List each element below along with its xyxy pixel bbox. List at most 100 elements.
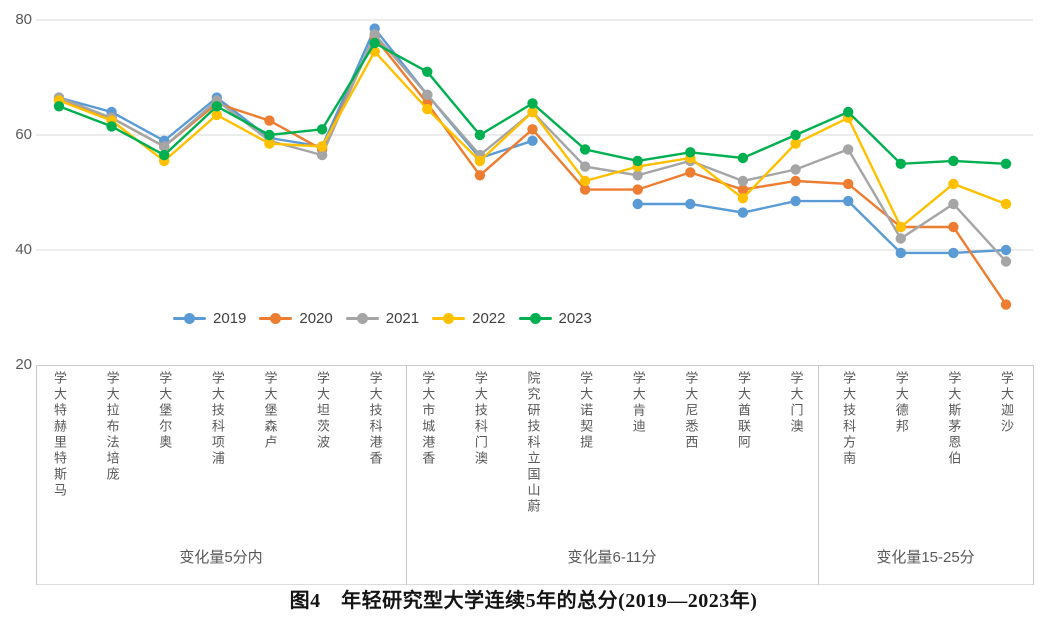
data-point-2020-14 [790,175,801,187]
data-point-2019-14 [790,195,801,207]
x-label-邦德大学: 学大德邦 [893,371,909,435]
data-point-2023-13 [737,152,749,164]
table-divider-group1-group2 [406,365,407,585]
data-point-2020-10 [579,184,591,195]
data-point-2021-15 [843,144,854,155]
x-label-香港科技大学: 学大技科港香 [367,371,383,467]
data-point-2022-13 [737,193,749,204]
legend-marker-icon [259,313,293,324]
legend-marker-icon [518,313,552,324]
x-label-提契诺大学: 学大诺契提 [578,371,594,451]
data-point-2022-7 [422,103,433,115]
data-point-2021-6 [369,29,380,40]
data-point-2021-13 [737,175,749,187]
legend-item-2020: 2020 [259,310,333,327]
x-label-卢森堡大学: 学大堡森卢 [262,371,278,451]
data-point-2021-16 [895,233,906,244]
data-point-2023-6 [369,37,380,49]
x-label-马斯特里赫特大学: 学大特赫里特斯马 [52,371,67,499]
data-point-2021-7 [422,89,433,101]
data-point-2023-17 [948,155,959,167]
data-point-2022-8 [474,155,486,167]
data-point-2023-15 [843,106,854,118]
x-label-南方科技大学: 学大技科方南 [841,371,857,467]
legend-label: 2023 [558,310,592,327]
legend-label: 2019 [213,310,247,327]
x-label-迪肯大学: 学大肯迪 [630,371,646,435]
data-point-2021-17 [948,198,959,210]
x-label-阿联酋大学: 学大酋联阿 [735,371,751,451]
data-point-2019-18 [1000,244,1012,256]
data-point-2019-11 [632,198,643,210]
figure-caption: 图4 年轻研究型大学连续5年的总分(2019—2023年) [289,590,758,612]
x-label-西悉尼大学: 学大尼悉西 [683,371,699,451]
legend-label: 2021 [385,310,420,327]
legend-marker-icon [173,313,206,324]
data-point-2021-14 [790,164,801,175]
legend-item-2022: 2022 [432,310,506,327]
table-divider-right [1033,365,1034,585]
group-band-label-3: 变化量15-25分 [876,549,975,566]
data-point-2022-18 [1000,198,1012,210]
data-point-2023-16 [895,158,906,169]
x-label-澳门科技大学: 学大技科门澳 [472,371,488,467]
x-label-浦项科技大学: 学大技科项浦 [209,371,225,467]
data-point-2020-9 [527,124,538,135]
data-point-2023-10 [579,144,591,155]
data-point-2022-14 [790,138,801,149]
table-top-border [36,365,1033,366]
data-point-2021-5 [316,149,328,161]
data-point-2023-0 [53,101,65,112]
data-point-2023-12 [685,147,696,158]
data-point-2020-12 [685,167,696,178]
data-point-2023-8 [474,129,486,141]
data-point-2022-3 [211,109,222,121]
legend-marker-icon [345,313,379,324]
data-point-2021-10 [579,161,591,172]
x-label-庞培法布拉大学: 学大拉布法培庞 [104,371,120,483]
y-axis-tick-40: 40 [15,241,32,258]
x-label-澳门大学: 学大门澳 [788,371,804,435]
x-label-波茨坦大学: 学大坦茨波 [315,371,331,451]
data-point-2019-17 [948,247,959,259]
data-point-2023-5 [316,124,328,135]
data-point-2020-4 [264,115,275,126]
data-point-2021-11 [632,170,643,181]
data-point-2020-18 [1000,299,1012,310]
data-point-2022-9 [527,106,538,118]
x-label-沙迦大学: 学大迦沙 [999,371,1014,435]
data-point-2022-16 [895,221,906,233]
legend-marker-icon [432,313,466,324]
x-label-伯恩茅斯大学: 学大斯茅恩伯 [946,371,962,467]
data-point-2019-15 [843,195,854,207]
legend-item-2019: 2019 [173,310,246,327]
legend-label: 2022 [472,310,506,327]
data-point-2019-12 [685,198,696,210]
table-bottom-border [36,584,1033,585]
data-point-2020-17 [948,221,959,233]
data-point-2022-5 [316,141,328,152]
data-point-2023-1 [106,121,117,132]
chart-legend: 2019 2020 2021 2022 2023 [173,310,592,327]
y-axis-tick-80: 80 [15,11,32,28]
data-point-2023-18 [1000,158,1012,169]
legend-label: 2020 [299,310,333,327]
data-point-2023-14 [790,129,801,141]
data-point-2020-13 [737,184,749,195]
table-divider-left [36,365,37,585]
data-point-2019-9 [527,135,538,146]
data-point-2019-16 [895,247,906,259]
legend-item-2021: 2021 [345,310,420,327]
data-point-2020-11 [632,184,643,195]
x-label-蔚山国立科技研究院: 院究研技科立国山蔚 [525,371,541,515]
data-point-2020-15 [843,178,854,190]
y-axis-tick-60: 60 [15,126,32,143]
data-point-2023-2 [159,149,170,161]
data-point-2020-8 [474,170,486,181]
data-point-2023-4 [264,129,275,141]
data-point-2022-4 [264,138,275,149]
x-label-香港城市大学: 学大市城港香 [420,371,436,467]
data-point-2019-13 [737,207,749,218]
data-point-2023-7 [422,66,433,78]
